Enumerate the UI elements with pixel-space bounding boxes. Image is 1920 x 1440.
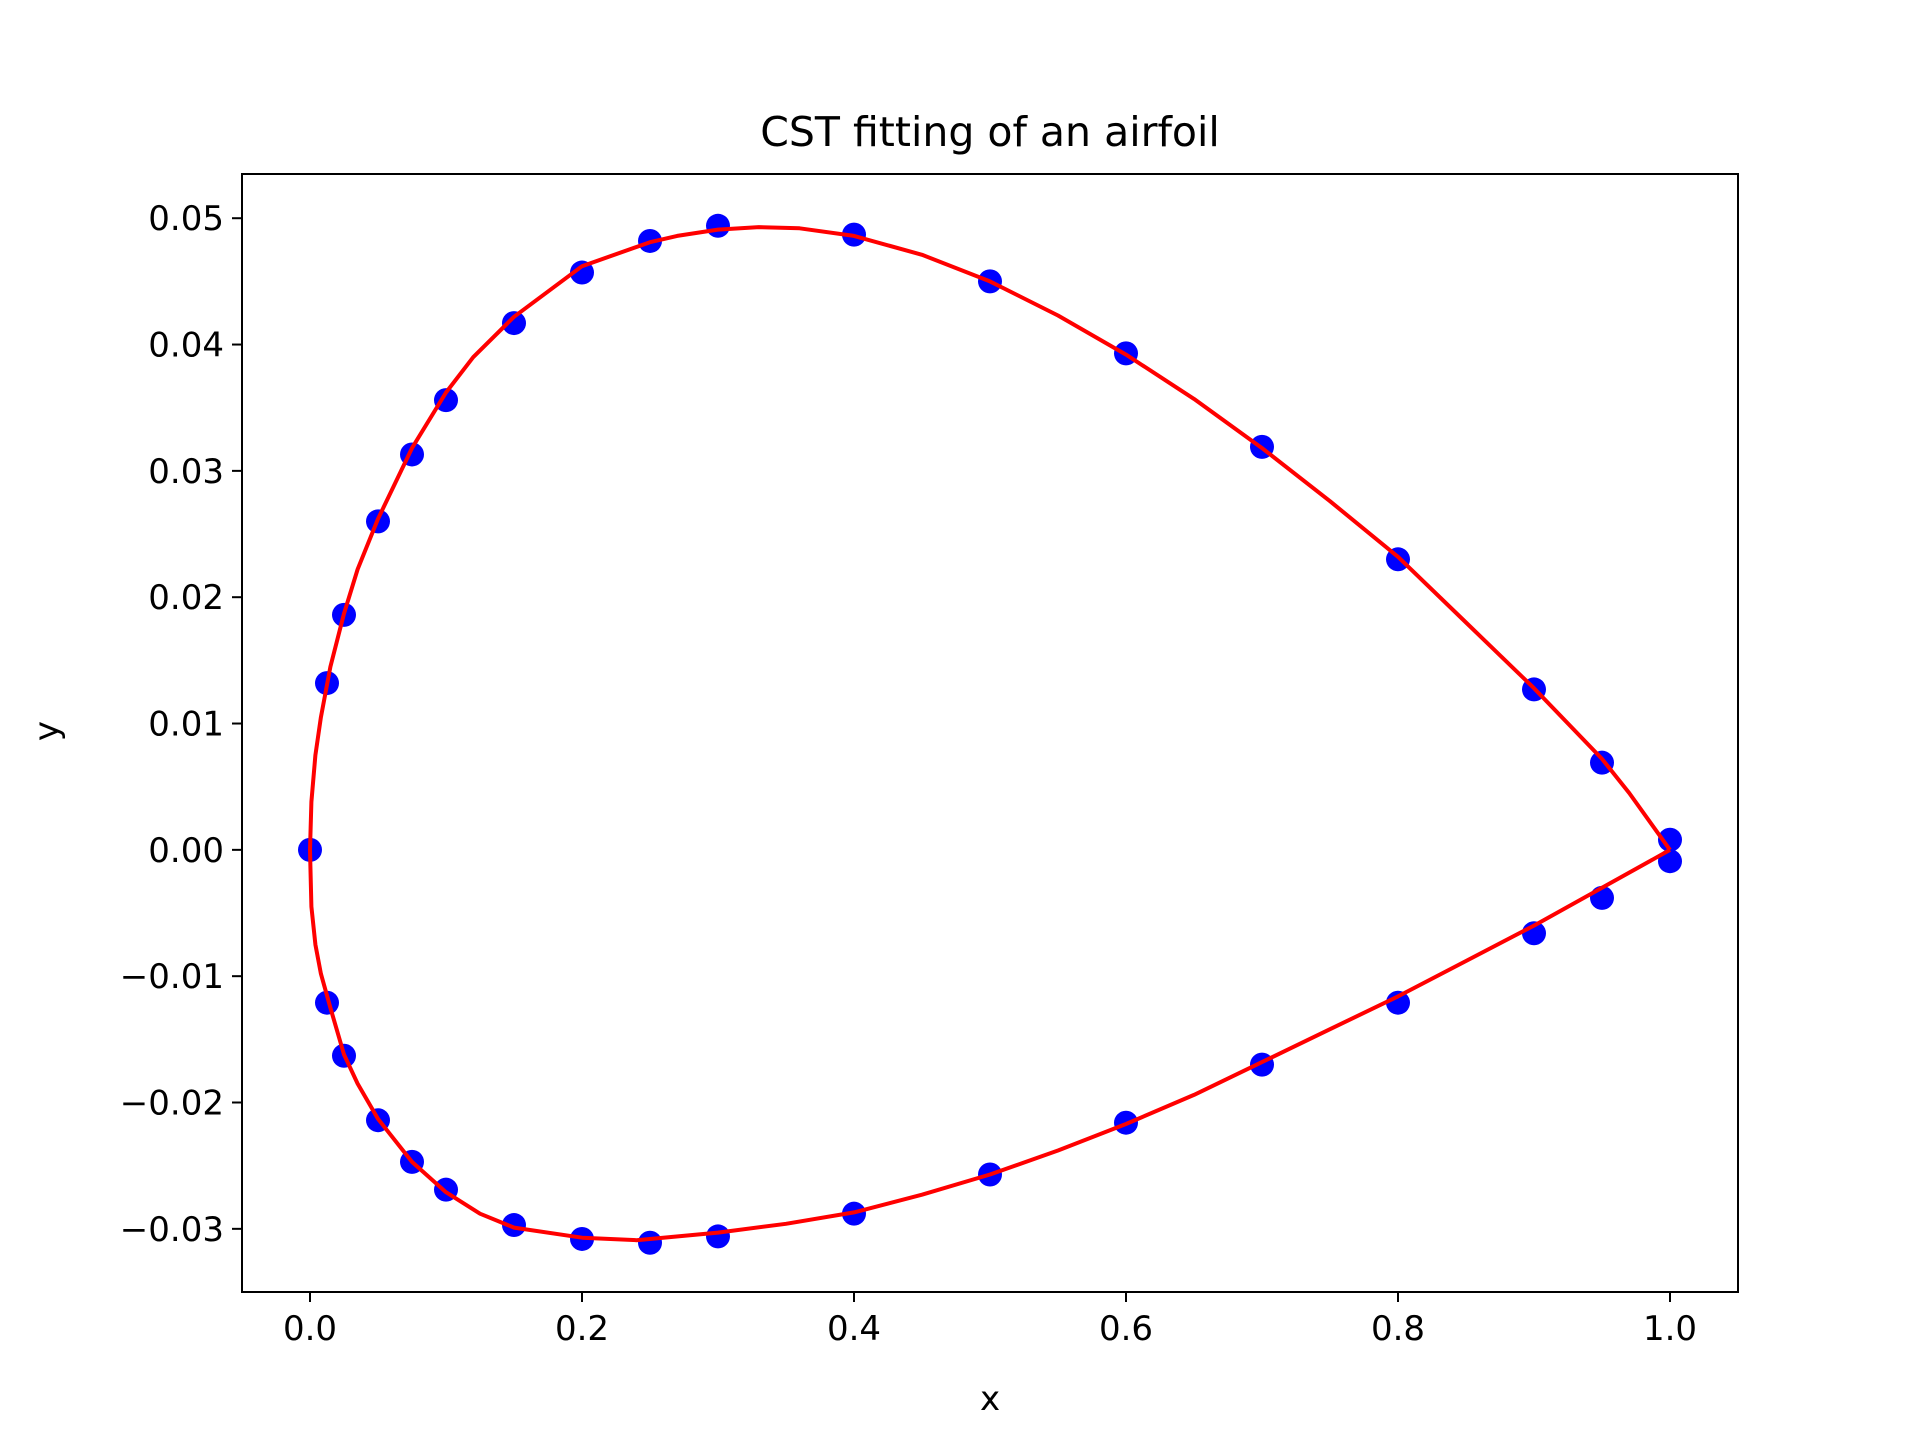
y-tick-label: −0.02 bbox=[120, 1084, 224, 1124]
y-tick-label: 0.05 bbox=[148, 199, 224, 239]
x-tick-label: 1.0 bbox=[1643, 1309, 1697, 1349]
data-point bbox=[570, 260, 594, 285]
y-tick-label: 0.00 bbox=[148, 831, 224, 871]
data-point bbox=[706, 1224, 730, 1249]
x-tick-label: 0.0 bbox=[283, 1309, 337, 1349]
y-axis-label: y bbox=[27, 721, 67, 741]
y-tick-label: −0.01 bbox=[120, 957, 224, 997]
x-axis-ticks: 0.0 0.2 0.4 0.6 0.8 1.0 bbox=[283, 1292, 1697, 1349]
data-point bbox=[502, 1213, 526, 1238]
y-tick-label: 0.01 bbox=[148, 705, 224, 745]
x-tick-label: 0.4 bbox=[827, 1309, 881, 1349]
data-point bbox=[638, 1230, 662, 1255]
x-tick-label: 0.6 bbox=[1099, 1309, 1153, 1349]
data-point bbox=[1386, 990, 1410, 1015]
data-point bbox=[1658, 827, 1682, 852]
data-point bbox=[706, 213, 730, 238]
plot-frame bbox=[241, 173, 1739, 1293]
chart-title: CST fitting of an airfoil bbox=[760, 108, 1220, 156]
x-tick-label: 0.2 bbox=[555, 1309, 609, 1349]
y-tick-label: 0.02 bbox=[148, 578, 224, 618]
data-point bbox=[502, 311, 526, 336]
fit-curve bbox=[308, 225, 1672, 1243]
y-axis-ticks: −0.03 −0.02 −0.01 0.00 0.01 0.02 0.03 0.04 0.05 bbox=[120, 199, 242, 1250]
plot-area bbox=[298, 213, 1682, 1255]
x-axis-label: x bbox=[980, 1379, 1000, 1419]
y-tick-label: 0.03 bbox=[148, 452, 224, 492]
x-tick-label: 0.8 bbox=[1371, 1309, 1425, 1349]
y-tick-label: 0.04 bbox=[148, 326, 224, 366]
y-tick-label: −0.03 bbox=[120, 1210, 224, 1250]
